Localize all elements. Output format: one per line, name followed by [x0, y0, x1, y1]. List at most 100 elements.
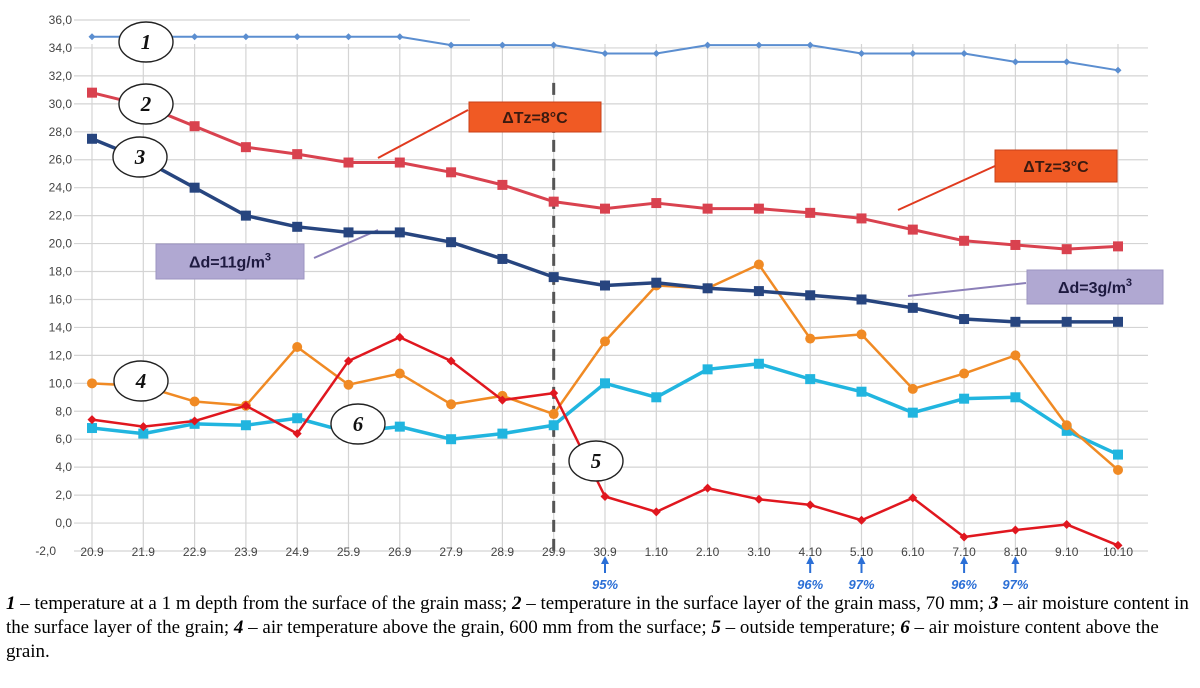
- humidity-marker: 97%: [1002, 556, 1029, 592]
- data-point: [753, 286, 764, 297]
- data-point: [292, 341, 303, 352]
- data-point: [344, 356, 353, 366]
- x-tick-label: 8.10: [1004, 545, 1028, 559]
- data-point: [1113, 464, 1123, 475]
- leader-line: [907, 282, 1027, 297]
- y-tick-label: 0,0: [55, 516, 72, 530]
- y-tick-label: 18,0: [49, 265, 73, 279]
- annotation-superscript: 3: [1126, 277, 1132, 289]
- data-point: [241, 401, 251, 411]
- annotation-rect: [1026, 269, 1164, 305]
- data-point: [600, 492, 610, 502]
- data-point: [497, 395, 507, 405]
- data-point: [600, 378, 610, 389]
- series-label-3: 3: [112, 136, 168, 178]
- data-point: [1010, 525, 1020, 535]
- annotation-leaders: [313, 109, 1027, 297]
- caption-number: 5: [711, 617, 721, 638]
- data-point: [805, 290, 816, 301]
- data-point: [138, 428, 149, 439]
- data-point: [1061, 244, 1072, 255]
- x-tick-label: 24.9: [286, 545, 310, 559]
- data-point: [1114, 66, 1122, 74]
- data-point: [88, 33, 96, 41]
- data-point: [755, 41, 763, 49]
- data-point: [1061, 425, 1072, 436]
- label-ellipse: [112, 136, 168, 178]
- y-tick-label: 14,0: [49, 320, 73, 334]
- data-point: [497, 428, 508, 439]
- arrow-head: [806, 556, 815, 564]
- annotation-box: Δd=11g/m3: [155, 243, 305, 280]
- data-point: [704, 41, 712, 49]
- y-tick-label: 28,0: [49, 125, 73, 139]
- series-number-labels: 1 2 3 4 5 6: [112, 21, 624, 482]
- data-point: [548, 196, 559, 207]
- series-6: [87, 358, 1123, 460]
- caption-text: – air moisture content in the surface la…: [6, 593, 1189, 638]
- data-point: [293, 33, 301, 41]
- caption-text: – temperature at a 1 m depth from the su…: [15, 593, 512, 614]
- data-point: [446, 434, 457, 445]
- label-text: 5: [591, 449, 602, 473]
- data-point: [702, 283, 713, 294]
- data-point: [959, 235, 970, 246]
- annotation-box: Δd=3g/m3: [1026, 269, 1164, 305]
- y-tick-label: 12,0: [49, 348, 73, 362]
- data-point: [548, 409, 559, 420]
- x-tick-label: 20.9: [80, 545, 104, 559]
- leader-line: [313, 229, 379, 259]
- data-point: [447, 41, 455, 49]
- data-point: [600, 336, 610, 347]
- x-tick-label: 4.10: [799, 545, 823, 559]
- data-point: [856, 329, 867, 340]
- leader-line: [377, 109, 469, 159]
- data-point: [754, 494, 764, 504]
- data-point: [909, 50, 917, 58]
- annotations: ΔTz=8°C ΔTz=3°C Δd=11g/m3 Δd=3g/m3: [155, 101, 1164, 305]
- data-point: [1061, 316, 1072, 327]
- data-point: [959, 393, 970, 404]
- data-point: [907, 302, 918, 313]
- data-point: [548, 272, 559, 283]
- data-point: [907, 224, 918, 235]
- x-tick-label: 9.10: [1055, 545, 1079, 559]
- chart-area: -2,0 0,0 2,0 4,0 6,0 8,0 10,0 12,0 14,0 16,0 18,0 2…: [35, 13, 1164, 592]
- y-tick-label: 6,0: [55, 432, 72, 446]
- data-point: [907, 383, 918, 394]
- annotation-text: Δd=3g/m3: [1058, 277, 1132, 297]
- data-point: [959, 532, 969, 542]
- x-tick-label: 30.9: [593, 545, 617, 559]
- line-chart: -2,0 0,0 2,0 4,0 6,0 8,0 10,0 12,0 14,0 16,0 18,0 2…: [35, 13, 1164, 592]
- caption-text: – air moisture content above the grain.: [6, 617, 1159, 662]
- y-tick-label: 30,0: [49, 97, 73, 111]
- data-point: [498, 41, 506, 49]
- x-axis: 20.9 21.9 22.9 23.9 24.9 25.9 26.9 27.9 28.9 29.9…: [80, 545, 1133, 559]
- series-5: [87, 332, 1123, 550]
- figure-caption: 1 – temperature at a 1 m depth from the …: [6, 592, 1196, 664]
- y-tick-label: 20,0: [49, 237, 73, 251]
- data-point: [651, 198, 662, 209]
- data-point: [191, 33, 199, 41]
- humidity-label: 96%: [951, 577, 977, 592]
- x-tick-label: 10.10: [1103, 545, 1133, 559]
- data-point: [87, 133, 97, 144]
- y-tick-label: 32,0: [49, 69, 73, 83]
- data-point: [394, 421, 405, 432]
- x-tick-label: 29.9: [542, 545, 566, 559]
- series-1: [88, 33, 1122, 74]
- data-point: [857, 515, 866, 525]
- data-point: [960, 50, 968, 58]
- humidity-label: 95%: [592, 577, 618, 592]
- humidity-label: 97%: [848, 577, 874, 592]
- annotation-rect: [994, 149, 1118, 183]
- label-text: 2: [140, 92, 152, 116]
- x-tick-label: 22.9: [183, 545, 207, 559]
- data-point: [189, 182, 200, 193]
- data-point: [292, 413, 303, 424]
- series-3: [87, 133, 1123, 327]
- label-ellipse: [330, 403, 386, 445]
- label-ellipse: [113, 360, 169, 402]
- x-tick-label: 23.9: [234, 545, 258, 559]
- humidity-label: 96%: [797, 577, 823, 592]
